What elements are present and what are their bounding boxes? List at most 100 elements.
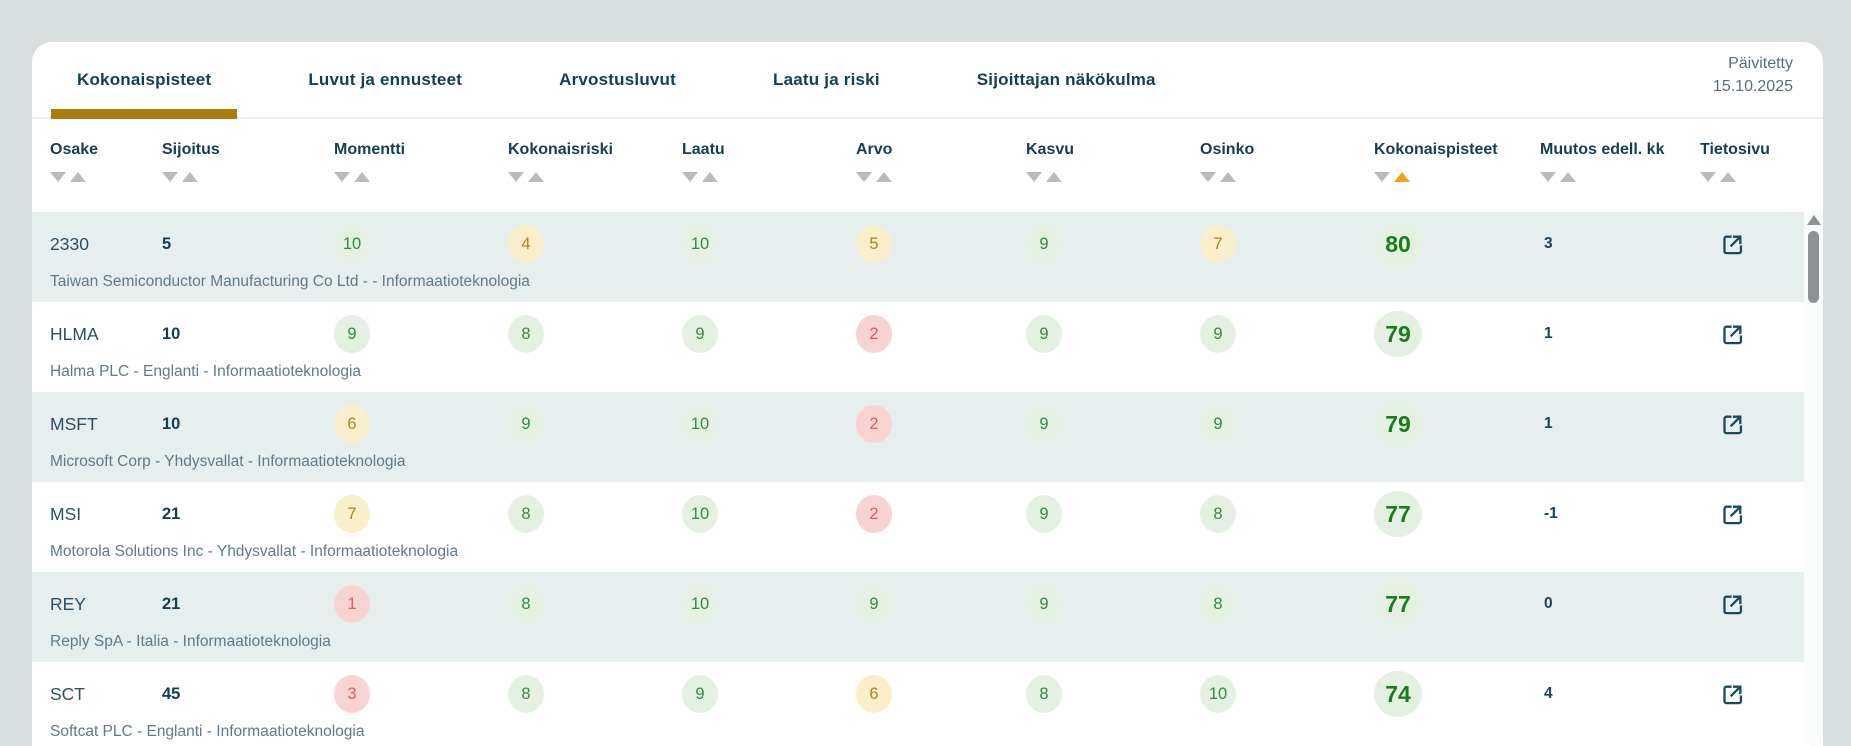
cell-laatu: 10 — [682, 225, 856, 263]
score-badge-arvo: 2 — [856, 495, 892, 533]
sort-desc-icon[interactable] — [334, 172, 350, 182]
cell-arvo: 2 — [856, 315, 1026, 353]
muutos-value: 1 — [1544, 325, 1553, 342]
score-badge-kasvu: 8 — [1026, 675, 1062, 713]
tab-label: Sijoittajan näkökulma — [976, 69, 1156, 89]
sort-arrows[interactable] — [50, 172, 86, 182]
sort-arrows[interactable] — [334, 172, 370, 182]
row-main: MSFT 10 6 9 10 2 9 9 79 1 — [32, 399, 1804, 449]
total-score-badge: 77 — [1374, 491, 1422, 537]
external-link-icon[interactable] — [1720, 682, 1745, 707]
sort-asc-icon[interactable] — [1560, 172, 1576, 182]
rank-value: 10 — [162, 414, 181, 433]
sort-arrows[interactable] — [162, 172, 198, 182]
company-subtitle: Motorola Solutions Inc - Yhdysvallat - I… — [50, 543, 459, 560]
sort-desc-icon[interactable] — [508, 172, 524, 182]
score-badge-momentti: 3 — [334, 675, 370, 713]
score-badge-laatu: 10 — [682, 495, 718, 533]
cell-kokonaispisteet: 77 — [1374, 581, 1540, 627]
tab-laatu-ja-riski[interactable]: Laatu ja riski — [747, 42, 906, 117]
ticker-label: SCT — [50, 683, 85, 704]
tab-label: Luvut ja ennusteet — [308, 69, 463, 89]
cell-laatu: 9 — [682, 315, 856, 353]
sort-desc-icon[interactable] — [1200, 172, 1216, 182]
total-score-badge: 79 — [1374, 401, 1422, 447]
sort-arrows[interactable] — [856, 172, 892, 182]
tab-sijoittajan-nakokulma[interactable]: Sijoittajan näkökulma — [951, 42, 1182, 117]
cell-osinko: 9 — [1200, 315, 1374, 353]
row-main: MSI 21 7 8 10 2 9 8 77 -1 — [32, 489, 1804, 539]
cell-kokonaisriski: 9 — [508, 405, 682, 443]
total-score-badge: 74 — [1374, 671, 1422, 717]
cell-sijoitus: 21 — [162, 595, 334, 614]
sort-desc-icon[interactable] — [1374, 172, 1390, 182]
table-scrollbar[interactable] — [1804, 208, 1823, 746]
column-header-tietosivu: Tietosivu — [1700, 141, 1823, 182]
cell-kokonaispisteet: 79 — [1374, 311, 1540, 357]
sort-asc-icon[interactable] — [528, 172, 544, 182]
tab-luvut-ja-ennusteet[interactable]: Luvut ja ennusteet — [282, 42, 488, 117]
external-link-icon[interactable] — [1720, 232, 1745, 257]
sort-desc-icon[interactable] — [1540, 172, 1556, 182]
sort-desc-icon[interactable] — [1026, 172, 1042, 182]
sort-arrows[interactable] — [508, 172, 544, 182]
score-badge-arvo: 5 — [856, 225, 892, 263]
sort-asc-icon[interactable] — [702, 172, 718, 182]
tab-list: Kokonaispisteet Luvut ja ennusteet Arvostu… — [51, 42, 1227, 119]
sort-desc-icon[interactable] — [1700, 172, 1716, 182]
sort-asc-icon[interactable] — [354, 172, 370, 182]
score-badge-kasvu: 9 — [1026, 225, 1062, 263]
column-label: Osinko — [1200, 141, 1255, 158]
external-link-icon[interactable] — [1720, 502, 1745, 527]
sort-arrows[interactable] — [1540, 172, 1576, 182]
tab-arvostusluvut[interactable]: Arvostusluvut — [533, 42, 702, 117]
external-link-icon[interactable] — [1720, 412, 1745, 437]
cell-kasvu: 8 — [1026, 675, 1200, 713]
table-body: 2330 5 10 4 10 5 9 7 80 3 Taiwan Semiconductor Man… — [32, 212, 1823, 746]
sort-desc-icon[interactable] — [50, 172, 66, 182]
sort-asc-icon[interactable] — [70, 172, 86, 182]
cell-arvo: 6 — [856, 675, 1026, 713]
sort-desc-icon[interactable] — [856, 172, 872, 182]
cell-muutos: 0 — [1540, 595, 1700, 613]
updated-info: Päivitetty 15.10.2025 — [1713, 52, 1793, 98]
score-badge-osinko: 9 — [1200, 315, 1236, 353]
muutos-value: -1 — [1544, 505, 1558, 522]
table-row: MSI 21 7 8 10 2 9 8 77 -1 Motorola Solutions Inc -… — [32, 482, 1804, 572]
scrollbar-up-arrow-icon[interactable] — [1806, 215, 1821, 225]
sort-desc-icon[interactable] — [682, 172, 698, 182]
sort-arrows[interactable] — [1374, 172, 1410, 182]
tab-kokonaispisteet[interactable]: Kokonaispisteet — [51, 42, 238, 119]
cell-osinko: 7 — [1200, 225, 1374, 263]
cell-osake: HLMA — [50, 324, 162, 345]
cell-laatu: 10 — [682, 585, 856, 623]
column-label: Kasvu — [1026, 141, 1075, 158]
muutos-value: 4 — [1544, 685, 1553, 702]
cell-momentti: 10 — [334, 225, 508, 263]
scrollbar-thumb[interactable] — [1808, 231, 1819, 303]
table-row: REY 21 1 8 10 9 9 8 77 0 Reply SpA - Italia - Info… — [32, 572, 1804, 662]
sort-arrows[interactable] — [1200, 172, 1236, 182]
sort-asc-icon[interactable] — [1394, 172, 1410, 182]
column-header-arvo: Arvo — [856, 141, 1026, 182]
sort-asc-icon[interactable] — [1046, 172, 1062, 182]
cell-kokonaisriski: 8 — [508, 585, 682, 623]
cell-sijoitus: 45 — [162, 685, 334, 704]
sort-asc-icon[interactable] — [876, 172, 892, 182]
sort-arrows[interactable] — [1026, 172, 1062, 182]
sort-asc-icon[interactable] — [1720, 172, 1736, 182]
external-link-icon[interactable] — [1720, 322, 1745, 347]
score-badge-kasvu: 9 — [1026, 405, 1062, 443]
external-link-icon[interactable] — [1720, 592, 1745, 617]
sort-arrows[interactable] — [1700, 172, 1736, 182]
cell-arvo: 2 — [856, 495, 1026, 533]
cell-momentti: 1 — [334, 585, 508, 623]
sort-asc-icon[interactable] — [182, 172, 198, 182]
updated-date: 15.10.2025 — [1712, 78, 1793, 96]
sort-arrows[interactable] — [682, 172, 718, 182]
score-badge-kokonaisriski: 8 — [508, 585, 544, 623]
cell-osake: MSFT — [50, 414, 162, 435]
sort-desc-icon[interactable] — [162, 172, 178, 182]
updated-label: Päivitetty — [1728, 55, 1793, 72]
sort-asc-icon[interactable] — [1220, 172, 1236, 182]
